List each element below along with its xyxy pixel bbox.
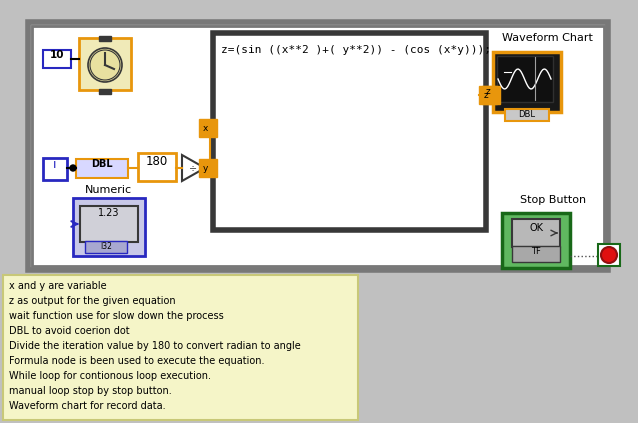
- Bar: [138, 153, 176, 181]
- Text: DBL: DBL: [91, 159, 113, 169]
- Circle shape: [88, 48, 122, 82]
- Text: Waveform Chart: Waveform Chart: [502, 33, 593, 43]
- Bar: [85, 241, 127, 253]
- Text: DBL: DBL: [519, 110, 535, 119]
- Bar: [502, 213, 570, 268]
- Circle shape: [70, 165, 76, 171]
- Text: x and y are variable: x and y are variable: [9, 281, 107, 291]
- Circle shape: [601, 247, 617, 263]
- Bar: [32, 26, 604, 266]
- Circle shape: [207, 165, 213, 171]
- Bar: [99, 89, 111, 94]
- Text: wait function use for slow down the process: wait function use for slow down the proc…: [9, 311, 224, 321]
- Bar: [3, 275, 358, 420]
- Bar: [28, 22, 608, 270]
- Text: Formula node is been used to execute the equation.: Formula node is been used to execute the…: [9, 356, 265, 366]
- Text: z as output for the given equation: z as output for the given equation: [9, 296, 175, 306]
- Text: 1.23: 1.23: [98, 208, 120, 218]
- Text: Numeric: Numeric: [85, 185, 132, 195]
- Bar: [482, 86, 500, 104]
- Bar: [213, 33, 486, 230]
- Bar: [479, 86, 497, 104]
- Bar: [80, 206, 138, 242]
- Bar: [43, 50, 71, 68]
- Text: z: z: [484, 91, 489, 100]
- Text: z=(sin ((x**2 )+( y**2)) - (cos (x*y)));: z=(sin ((x**2 )+( y**2)) - (cos (x*y)));: [221, 45, 491, 55]
- Bar: [505, 109, 549, 121]
- Bar: [199, 159, 217, 177]
- Text: 180: 180: [146, 155, 168, 168]
- Bar: [43, 158, 67, 180]
- Bar: [199, 119, 217, 137]
- Text: Waveform chart for record data.: Waveform chart for record data.: [9, 401, 166, 411]
- Text: i: i: [53, 158, 57, 171]
- Bar: [598, 244, 620, 266]
- Bar: [512, 246, 560, 262]
- Text: 10: 10: [50, 50, 64, 60]
- Polygon shape: [182, 155, 205, 181]
- Bar: [493, 52, 561, 112]
- Text: ÷: ÷: [189, 163, 197, 173]
- Text: manual loop stop by stop button.: manual loop stop by stop button.: [9, 386, 172, 396]
- Bar: [99, 36, 111, 41]
- Text: Divide the iteration value by 180 to convert radian to angle: Divide the iteration value by 180 to con…: [9, 341, 300, 351]
- Text: z: z: [486, 87, 491, 96]
- Text: TF: TF: [531, 247, 541, 256]
- Text: x: x: [203, 124, 209, 133]
- Text: Stop Button: Stop Button: [520, 195, 586, 205]
- Text: y: y: [203, 164, 209, 173]
- Bar: [512, 219, 560, 247]
- Bar: [73, 198, 145, 256]
- Text: DBL to avoid coerion dot: DBL to avoid coerion dot: [9, 326, 130, 336]
- Bar: [497, 56, 553, 102]
- Bar: [76, 159, 128, 178]
- Bar: [79, 38, 131, 90]
- Text: OK: OK: [529, 223, 543, 233]
- Text: I32: I32: [100, 242, 112, 251]
- Text: While loop for contionous loop execution.: While loop for contionous loop execution…: [9, 371, 211, 381]
